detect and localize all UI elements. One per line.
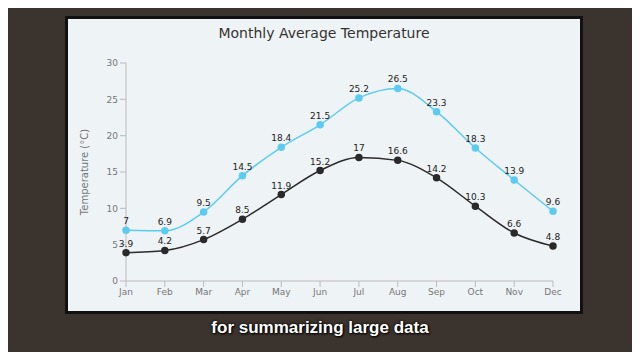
svg-text:Nov: Nov	[505, 287, 523, 297]
svg-text:Sep: Sep	[428, 287, 445, 297]
svg-text:14.5: 14.5	[232, 162, 252, 172]
svg-text:30: 30	[107, 58, 119, 68]
svg-text:7: 7	[123, 216, 129, 226]
svg-text:15.2: 15.2	[310, 157, 330, 167]
svg-text:Jul: Jul	[352, 287, 364, 297]
svg-text:0: 0	[112, 276, 118, 286]
svg-text:13.9: 13.9	[504, 166, 524, 176]
svg-text:6.6: 6.6	[507, 219, 522, 229]
svg-text:16.6: 16.6	[388, 146, 408, 156]
svg-text:17: 17	[353, 143, 364, 153]
svg-text:Dec: Dec	[544, 287, 561, 297]
html-text:Monthly Average Temperature: Monthly Average Temperature	[218, 25, 430, 41]
svg-text:Aug: Aug	[389, 287, 407, 297]
svg-text:5.7: 5.7	[196, 226, 210, 236]
svg-text:9.6: 9.6	[546, 197, 561, 207]
svg-text:Apr: Apr	[235, 287, 251, 297]
svg-text:20: 20	[107, 131, 119, 141]
svg-text:18.4: 18.4	[271, 133, 291, 143]
svg-text:10: 10	[107, 204, 119, 214]
svg-text:25: 25	[107, 95, 118, 105]
svg-text:23.3: 23.3	[427, 98, 447, 108]
svg-text:Mar: Mar	[195, 287, 212, 297]
svg-text:Feb: Feb	[157, 287, 173, 297]
svg-text:May: May	[272, 287, 291, 297]
svg-text:15: 15	[107, 167, 118, 177]
svg-text:21.5: 21.5	[310, 111, 330, 121]
svg-text:4.8: 4.8	[546, 232, 561, 242]
svg-text:9.5: 9.5	[196, 198, 210, 208]
svg-text:Jun: Jun	[312, 287, 327, 297]
svg-text:10.3: 10.3	[465, 192, 485, 202]
svg-text:Oct: Oct	[468, 287, 484, 297]
svg-text:26.5: 26.5	[388, 74, 408, 84]
svg-text:3.9: 3.9	[119, 239, 134, 249]
html-text:for summarizing large data: for summarizing large data	[211, 318, 429, 337]
svg-text:4.2: 4.2	[158, 236, 172, 246]
svg-text:25.2: 25.2	[349, 84, 369, 94]
svg-text:14.2: 14.2	[427, 164, 447, 174]
svg-text:18.3: 18.3	[465, 134, 485, 144]
svg-text:5: 5	[112, 240, 118, 250]
svg-text:8.5: 8.5	[235, 205, 249, 215]
svg-text:6.9: 6.9	[158, 217, 173, 227]
svg-text:Jan: Jan	[118, 287, 133, 297]
svg-text:11.9: 11.9	[271, 181, 291, 191]
svg-text:Temperature (°C): Temperature (°C)	[79, 129, 90, 216]
